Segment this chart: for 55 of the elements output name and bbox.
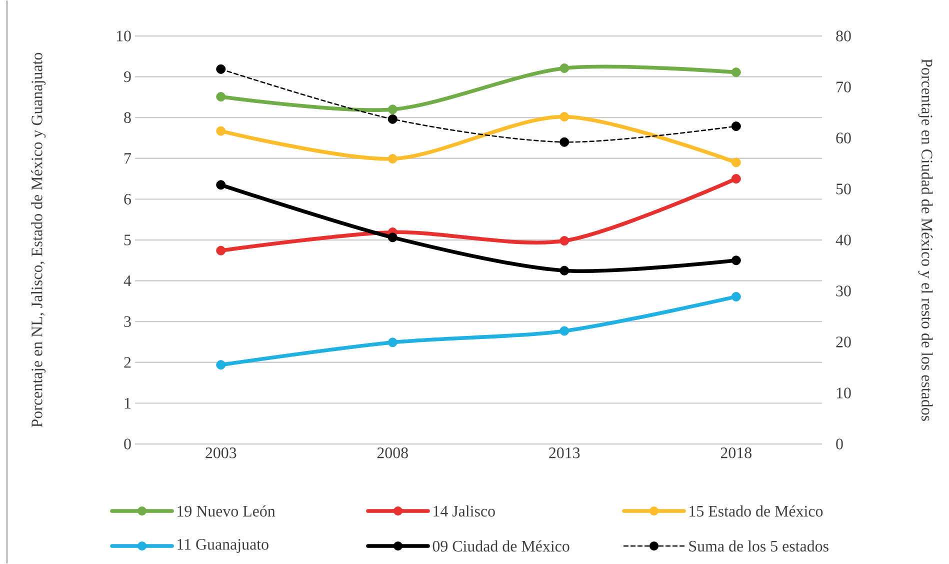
point	[388, 338, 398, 348]
point	[216, 180, 226, 190]
point	[560, 236, 570, 246]
y-tick-label: 3	[124, 316, 131, 327]
point	[731, 122, 741, 132]
y-tick-label: 2	[124, 357, 131, 368]
y-tick-label: 7	[124, 153, 132, 164]
point	[560, 112, 570, 122]
y-tick-label: 1	[124, 398, 131, 408]
point	[731, 292, 741, 302]
y-axis-title: Porcentaje en NL, Jalisco, Estado de México y Guanajuato	[31, 52, 46, 428]
point	[216, 246, 226, 256]
point	[560, 326, 570, 336]
point	[216, 92, 226, 102]
point	[388, 114, 398, 124]
y2-tick-label: 10	[836, 388, 851, 398]
x-tick-label: 2008	[377, 448, 408, 458]
y-tick-label: 0	[124, 438, 131, 450]
x-tick-label: 2018	[720, 448, 752, 458]
point	[216, 64, 226, 74]
x-tick-label: 2003	[206, 448, 236, 458]
y2-tick-label: 70	[836, 82, 851, 92]
y-tick-label: 4	[124, 276, 132, 286]
legend-label: Suma de los 5 estados	[689, 540, 828, 552]
y2-tick-label: 80	[836, 30, 851, 42]
point	[731, 256, 741, 266]
y2-tick-label: 50	[836, 184, 851, 194]
point	[216, 126, 226, 136]
y-tick-label: 6	[124, 194, 132, 205]
point	[560, 266, 570, 276]
legend-label: 14 Jalisco	[434, 505, 495, 517]
point	[388, 104, 398, 114]
y-tick-label: 8	[124, 112, 131, 123]
y2-tick-label: 20	[836, 336, 851, 348]
legend-label: 19 Nuevo León	[178, 505, 276, 517]
y-tick-label: 9	[124, 71, 131, 82]
y2-tick-label: 0	[836, 438, 843, 450]
legend-label: 11 Guanajuato	[178, 539, 268, 553]
legend-label: 09 Ciudad de México	[432, 540, 570, 552]
point	[388, 232, 398, 242]
point	[731, 68, 741, 78]
y2-axis-title: Porcentaje en Ciudad de México y el resto de los estados	[918, 58, 933, 421]
point	[560, 137, 570, 147]
y2-tick-label: 60	[836, 132, 851, 144]
point	[731, 158, 741, 168]
y2-tick-label: 30	[836, 286, 851, 296]
legend-label: 15 Estado de México	[690, 505, 823, 517]
y-tick-label: 10	[116, 30, 131, 42]
y-tick-label: 5	[124, 234, 131, 246]
point	[731, 174, 741, 184]
y2-tick-label: 40	[836, 234, 851, 246]
point	[216, 360, 226, 370]
x-tick-label: 2013	[549, 448, 580, 458]
point	[388, 154, 398, 164]
point	[560, 63, 570, 73]
